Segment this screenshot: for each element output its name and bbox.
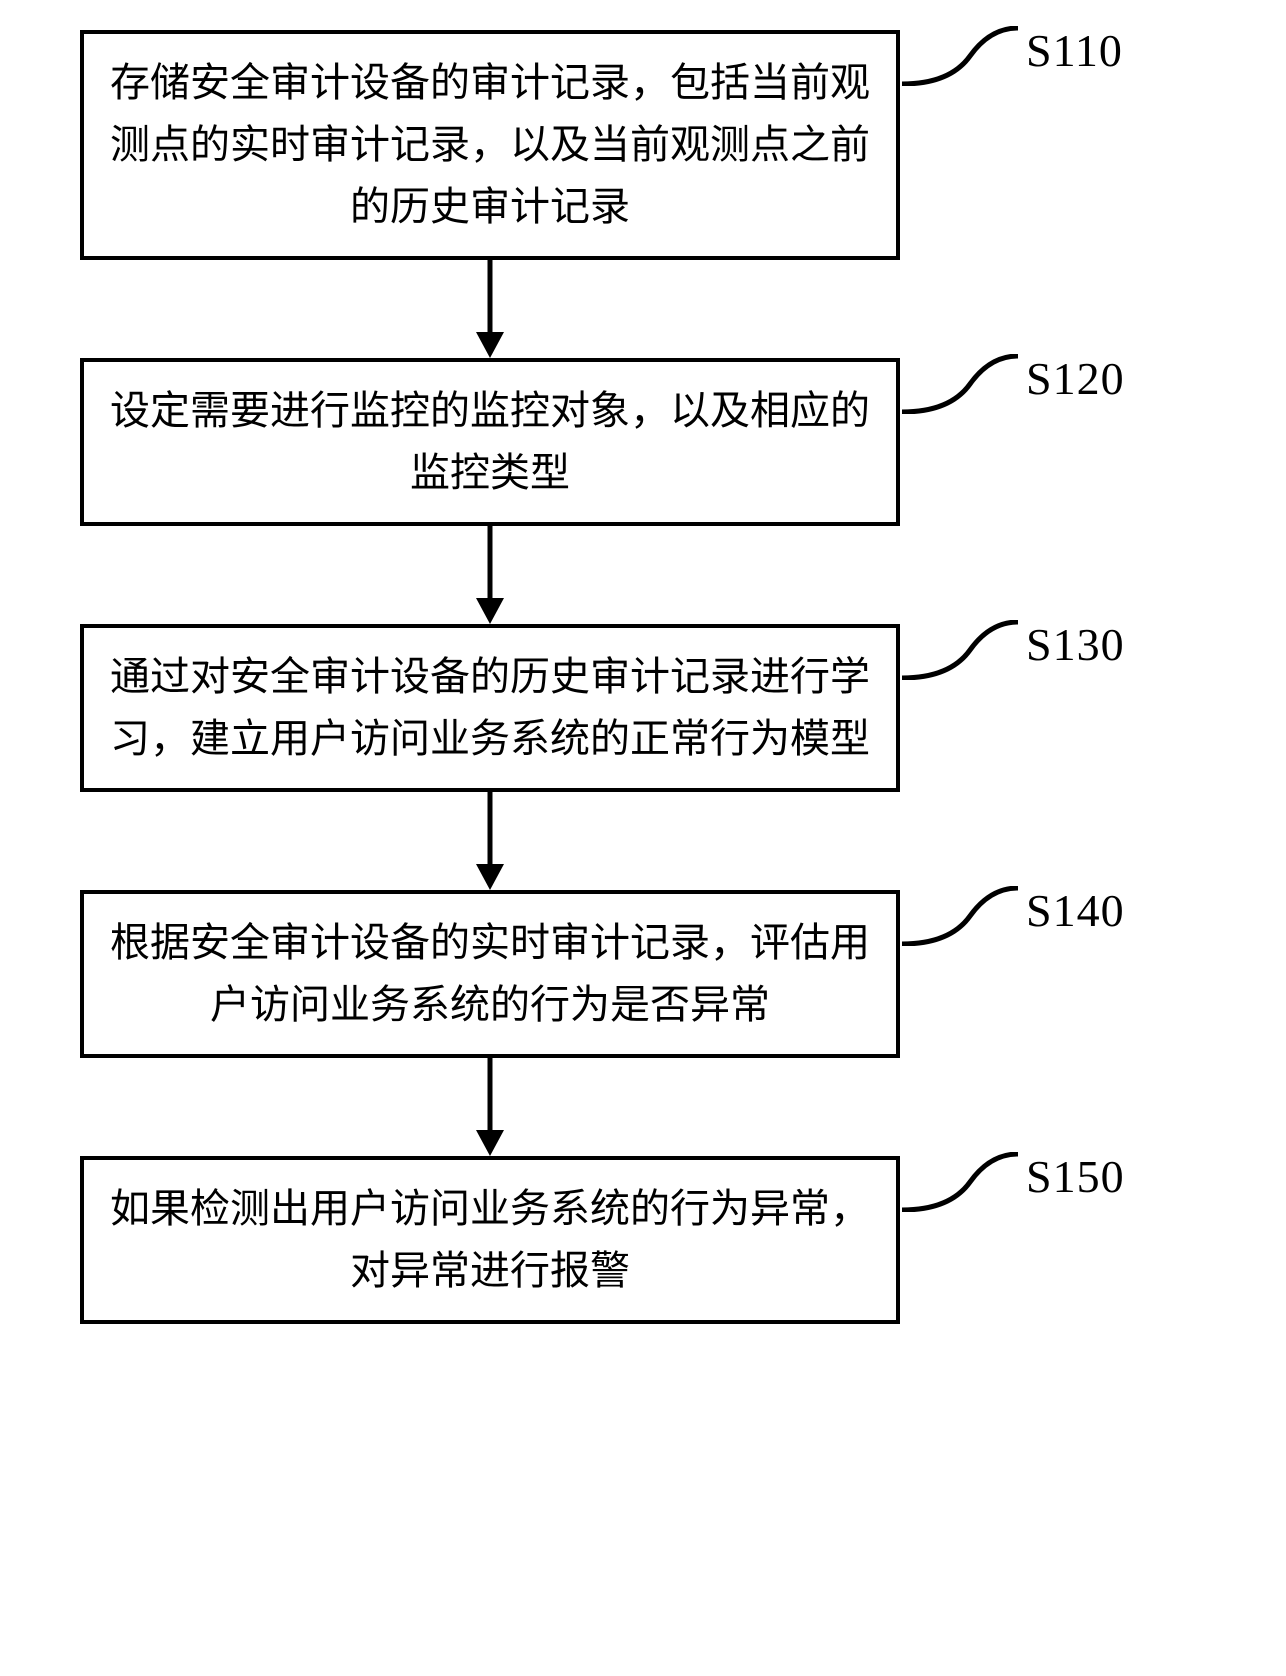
- step-label: S140: [1026, 884, 1125, 937]
- flow-step: 存储安全审计设备的审计记录，包括当前观测点的实时审计记录，以及当前观测点之前的历…: [80, 30, 1180, 260]
- arrow-down-icon: [470, 260, 510, 358]
- flow-box-text: 根据安全审计设备的实时审计记录，评估用户访问业务系统的行为是否异常: [110, 920, 870, 1027]
- flow-box-text: 如果检测出用户访问业务系统的行为异常，对异常进行报警: [110, 1186, 870, 1293]
- arrow-wrap: [80, 526, 900, 624]
- flow-box-text: 存储安全审计设备的审计记录，包括当前观测点的实时审计记录，以及当前观测点之前的历…: [110, 60, 870, 229]
- step-label: S120: [1026, 352, 1125, 405]
- step-label: S150: [1026, 1150, 1125, 1203]
- arrow-wrap: [80, 792, 900, 890]
- arrow-wrap: [80, 260, 900, 358]
- flow-box-s120: 设定需要进行监控的监控对象，以及相应的监控类型: [80, 358, 900, 526]
- step-label: S130: [1026, 618, 1125, 671]
- flow-box-text: 设定需要进行监控的监控对象，以及相应的监控类型: [110, 388, 870, 495]
- connector-curve-icon: [900, 886, 1020, 946]
- connector-curve-icon: [900, 1152, 1020, 1212]
- label-group: S120: [900, 358, 1125, 414]
- flow-step: 通过对安全审计设备的历史审计记录进行学习，建立用户访问业务系统的正常行为模型 S…: [80, 624, 1180, 792]
- flow-step: 设定需要进行监控的监控对象，以及相应的监控类型 S120: [80, 358, 1180, 526]
- flow-box-s110: 存储安全审计设备的审计记录，包括当前观测点的实时审计记录，以及当前观测点之前的历…: [80, 30, 900, 260]
- flow-step: 根据安全审计设备的实时审计记录，评估用户访问业务系统的行为是否异常 S140: [80, 890, 1180, 1058]
- flow-box-s130: 通过对安全审计设备的历史审计记录进行学习，建立用户访问业务系统的正常行为模型: [80, 624, 900, 792]
- arrow-down-icon: [470, 526, 510, 624]
- arrow-down-icon: [470, 792, 510, 890]
- arrow-wrap: [80, 1058, 900, 1156]
- label-group: S140: [900, 890, 1125, 946]
- flowchart-container: 存储安全审计设备的审计记录，包括当前观测点的实时审计记录，以及当前观测点之前的历…: [80, 30, 1180, 1324]
- step-label: S110: [1026, 24, 1123, 77]
- flow-box-s150: 如果检测出用户访问业务系统的行为异常，对异常进行报警: [80, 1156, 900, 1324]
- flow-step: 如果检测出用户访问业务系统的行为异常，对异常进行报警 S150: [80, 1156, 1180, 1324]
- flow-box-s140: 根据安全审计设备的实时审计记录，评估用户访问业务系统的行为是否异常: [80, 890, 900, 1058]
- connector-curve-icon: [900, 354, 1020, 414]
- arrow-down-icon: [470, 1058, 510, 1156]
- label-group: S110: [900, 30, 1123, 86]
- connector-curve-icon: [900, 26, 1020, 86]
- flow-box-text: 通过对安全审计设备的历史审计记录进行学习，建立用户访问业务系统的正常行为模型: [110, 654, 870, 761]
- label-group: S130: [900, 624, 1125, 680]
- label-group: S150: [900, 1156, 1125, 1212]
- connector-curve-icon: [900, 620, 1020, 680]
